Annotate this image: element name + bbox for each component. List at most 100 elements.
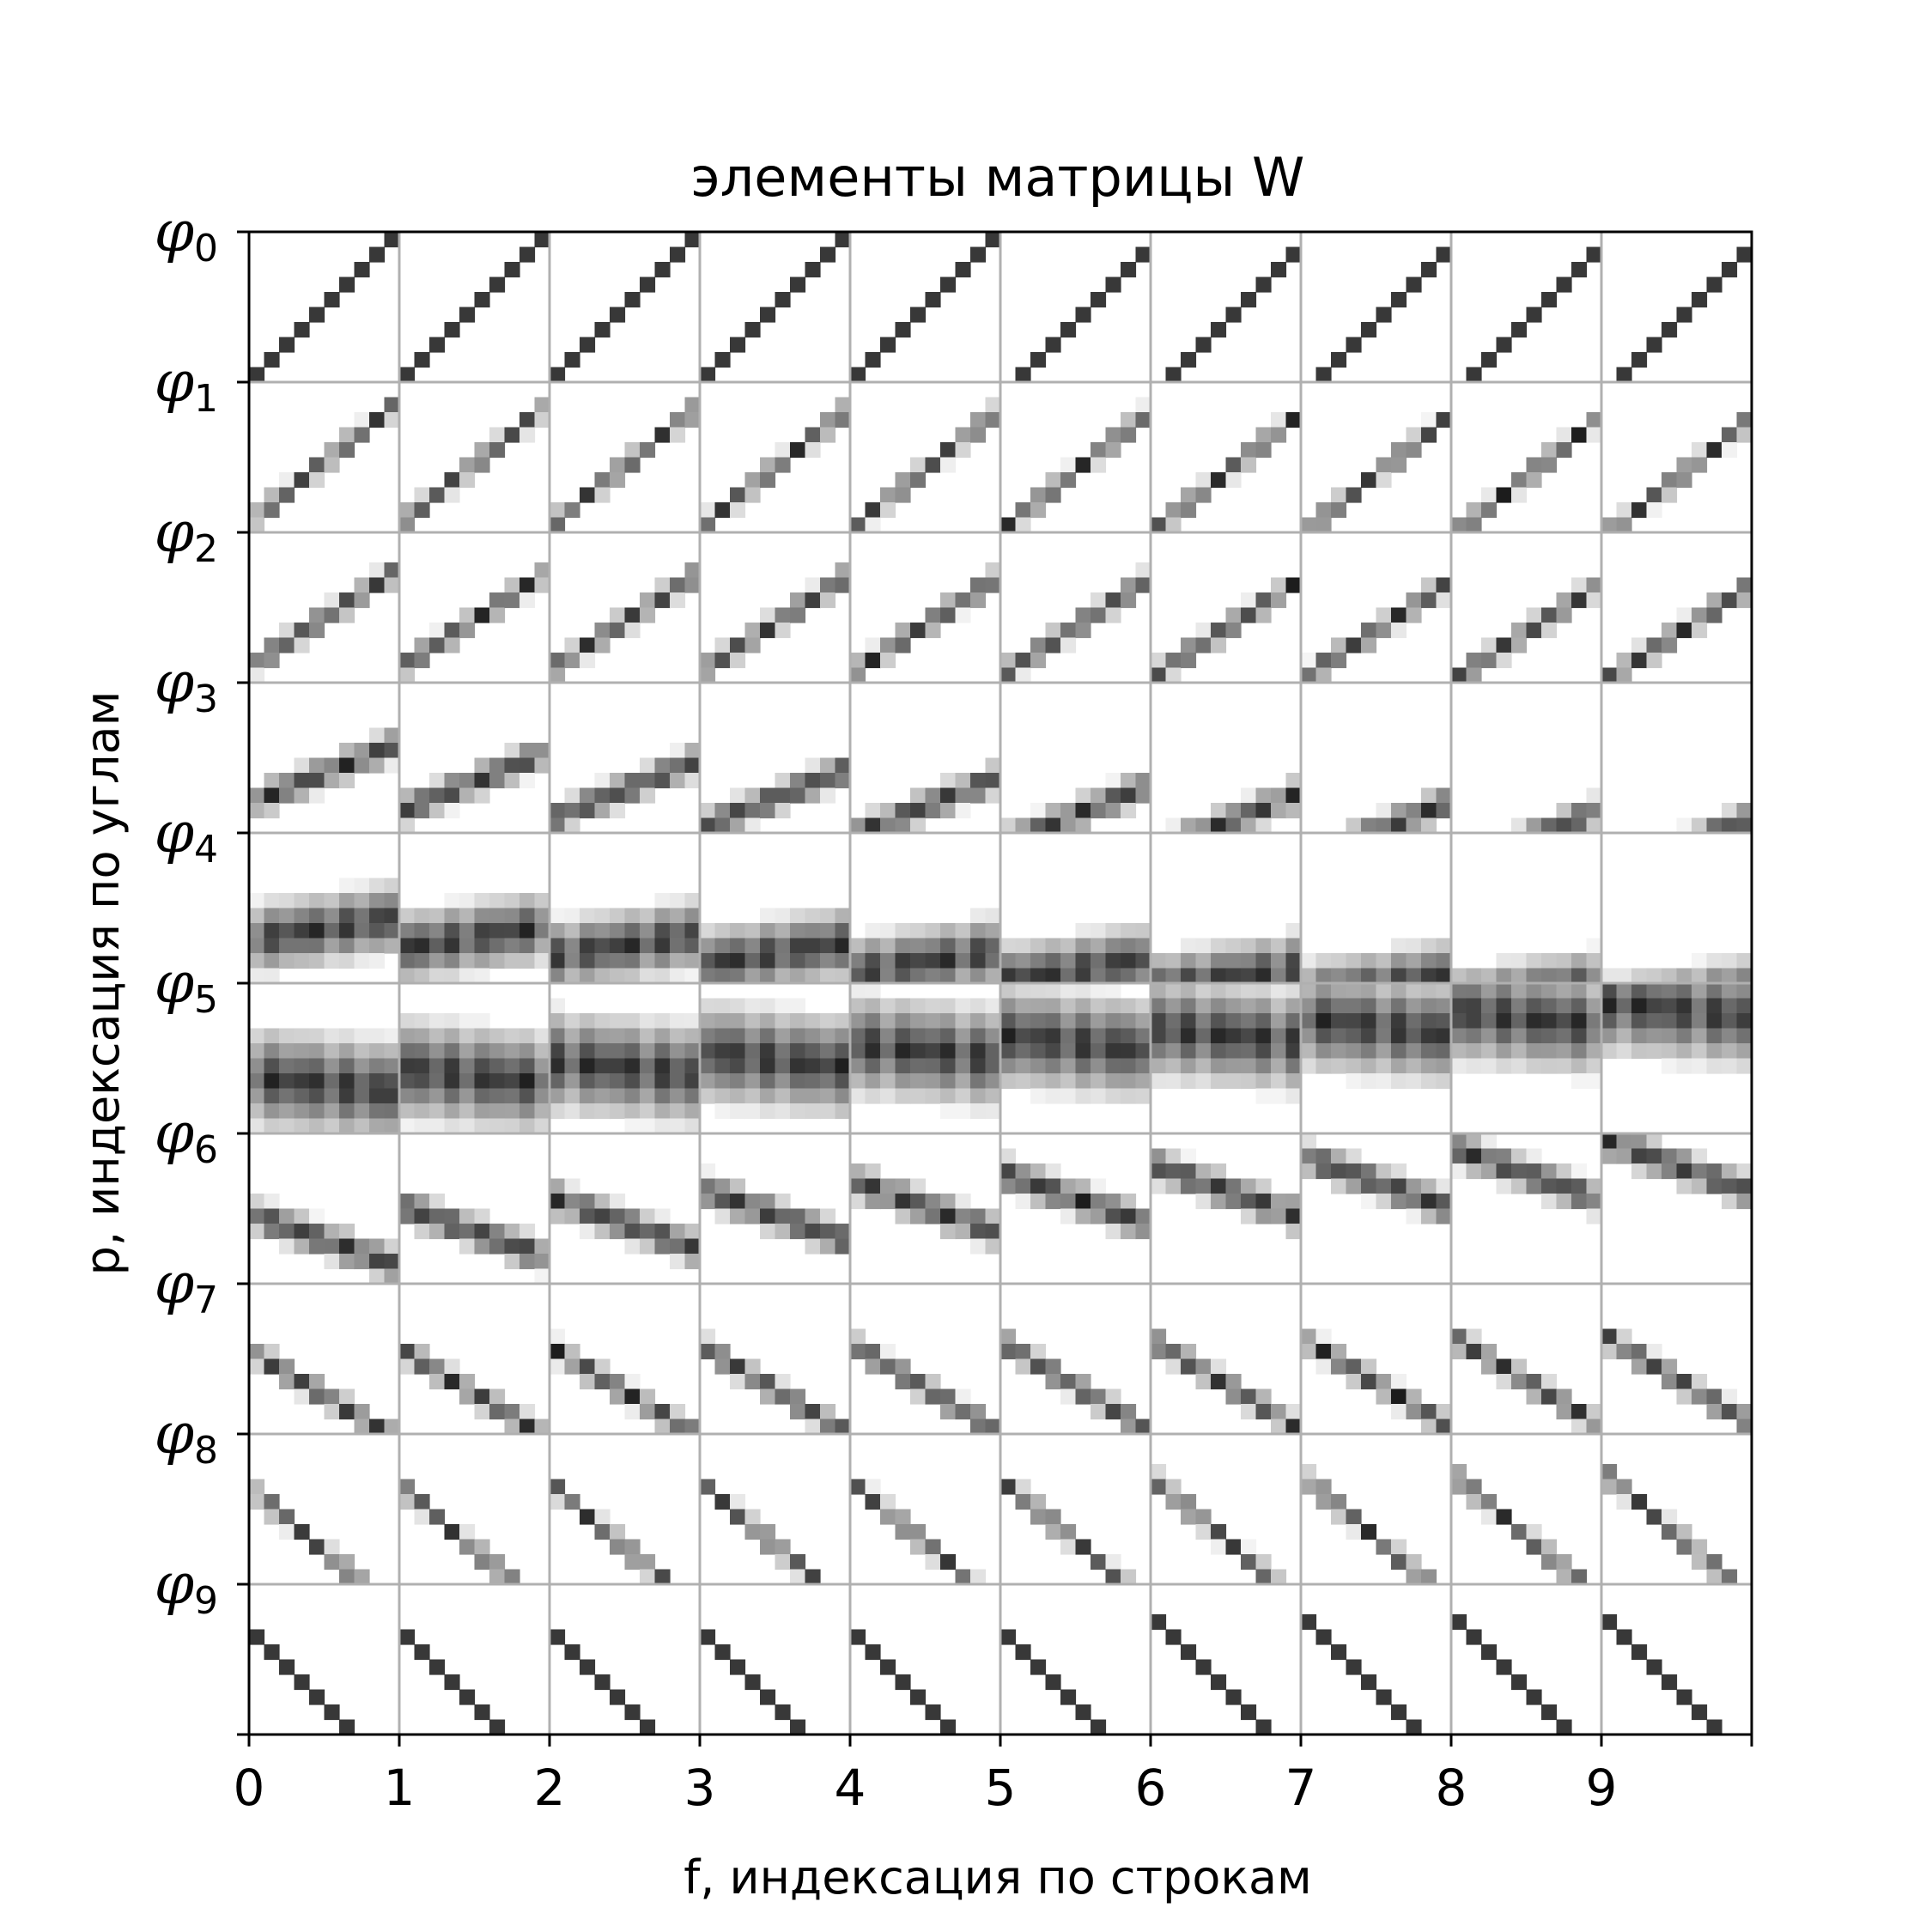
matrix-cell — [249, 1043, 265, 1060]
matrix-cell — [1060, 1208, 1077, 1224]
matrix-cell — [1075, 953, 1091, 969]
matrix-cell — [1662, 322, 1678, 338]
matrix-cell — [1496, 953, 1512, 969]
matrix-cell — [820, 577, 836, 593]
matrix-cell — [1676, 1539, 1692, 1555]
matrix-cell — [324, 1028, 340, 1044]
matrix-cell — [760, 923, 776, 939]
matrix-cell — [354, 757, 370, 774]
matrix-cell — [700, 1479, 716, 1495]
matrix-cell — [744, 787, 761, 804]
matrix-cell — [684, 232, 701, 248]
matrix-cell — [1301, 653, 1317, 669]
matrix-cell — [1541, 983, 1558, 999]
matrix-cell — [835, 757, 851, 774]
matrix-cell — [1091, 983, 1107, 999]
matrix-cell — [654, 1238, 671, 1255]
matrix-cell — [1451, 1328, 1467, 1345]
matrix-cell — [730, 1088, 746, 1104]
matrix-cell — [835, 562, 851, 579]
matrix-cell — [1526, 1539, 1542, 1555]
matrix-cell — [339, 1224, 355, 1240]
matrix-cell — [1646, 1133, 1662, 1150]
matrix-cell — [700, 953, 716, 969]
matrix-cell — [324, 893, 340, 909]
matrix-cell — [760, 908, 776, 924]
matrix-cell — [1376, 472, 1392, 489]
matrix-cell — [835, 938, 851, 954]
matrix-cell — [744, 637, 761, 653]
matrix-cell — [1601, 998, 1618, 1014]
matrix-cell — [1662, 1524, 1678, 1540]
matrix-cell — [610, 457, 626, 473]
matrix-cell — [744, 1013, 761, 1030]
matrix-cell — [1736, 592, 1753, 609]
matrix-cell — [1376, 817, 1392, 834]
matrix-cell — [820, 592, 836, 609]
matrix-cell — [865, 1013, 881, 1030]
matrix-cell — [1571, 968, 1588, 984]
matrix-cell — [1255, 1043, 1272, 1060]
matrix-cell — [339, 878, 355, 894]
matrix-cell — [519, 1419, 536, 1435]
matrix-cell — [474, 1058, 490, 1074]
matrix-cell — [1075, 1028, 1091, 1044]
matrix-cell — [760, 968, 776, 984]
matrix-cell — [1301, 1133, 1317, 1150]
matrix-cell — [1361, 1013, 1377, 1030]
matrix-cell — [279, 1208, 295, 1224]
matrix-cell — [925, 953, 941, 969]
matrix-cell — [865, 803, 881, 819]
matrix-cell — [880, 938, 896, 954]
matrix-cell — [1436, 412, 1452, 428]
matrix-cell — [459, 307, 476, 323]
matrix-cell — [955, 1569, 971, 1585]
matrix-cell — [534, 923, 550, 939]
matrix-cell — [1285, 1224, 1302, 1240]
matrix-cell — [1436, 1043, 1452, 1060]
matrix-cell — [1466, 517, 1482, 533]
matrix-cell — [1722, 1163, 1738, 1180]
matrix-cell — [519, 427, 536, 443]
matrix-cell — [564, 352, 580, 368]
matrix-cell — [1105, 1013, 1121, 1030]
matrix-cell — [459, 1028, 476, 1044]
matrix-cell — [249, 968, 265, 984]
matrix-cell — [519, 1073, 536, 1090]
matrix-cell — [414, 1494, 430, 1510]
matrix-cell — [324, 292, 340, 308]
matrix-cell — [1075, 923, 1091, 939]
matrix-cell — [925, 1208, 941, 1224]
matrix-cell — [684, 562, 701, 579]
matrix-cell — [1000, 998, 1017, 1014]
matrix-cell — [504, 773, 520, 789]
matrix-cell — [970, 968, 987, 984]
matrix-cell — [1030, 803, 1047, 819]
matrix-cell — [1121, 1028, 1137, 1044]
matrix-cell — [1211, 803, 1227, 819]
matrix-cell — [925, 1088, 941, 1104]
matrix-cell — [1421, 1569, 1437, 1585]
matrix-cell — [1165, 983, 1182, 999]
matrix-cell — [955, 1088, 971, 1104]
matrix-cell — [1181, 637, 1197, 653]
matrix-cell — [670, 923, 686, 939]
matrix-cell — [1662, 1509, 1678, 1525]
matrix-cell — [970, 938, 987, 954]
matrix-cell — [1376, 803, 1392, 819]
matrix-cell — [384, 878, 400, 894]
matrix-cell — [910, 1058, 927, 1074]
matrix-cell — [1526, 1013, 1542, 1030]
matrix-cell — [835, 953, 851, 969]
matrix-cell — [1271, 953, 1287, 969]
matrix-cell — [429, 968, 446, 984]
matrix-cell — [489, 1224, 506, 1240]
matrix-cell — [1481, 1163, 1498, 1180]
matrix-cell — [985, 1013, 1001, 1030]
matrix-cell — [1000, 517, 1017, 533]
matrix-cell — [1676, 1058, 1692, 1074]
matrix-cell — [1586, 592, 1602, 609]
matrix-cell — [1091, 1058, 1107, 1074]
matrix-cell — [1586, 1404, 1602, 1420]
matrix-cell — [1211, 1013, 1227, 1030]
